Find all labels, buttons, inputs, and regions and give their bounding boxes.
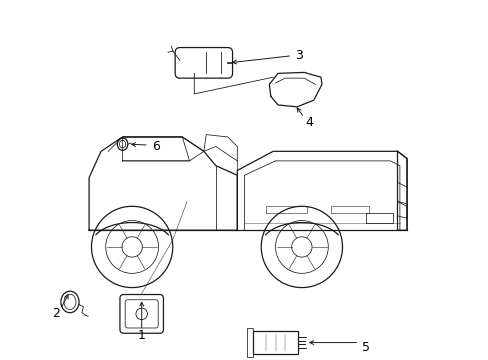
Text: 3: 3: [295, 49, 303, 62]
Text: 6: 6: [152, 140, 160, 153]
Text: 2: 2: [52, 307, 60, 320]
Bar: [246, 328, 252, 357]
Text: 4: 4: [305, 116, 312, 129]
Text: 5: 5: [362, 341, 370, 354]
Text: 1: 1: [138, 329, 145, 342]
Bar: [252, 331, 298, 354]
